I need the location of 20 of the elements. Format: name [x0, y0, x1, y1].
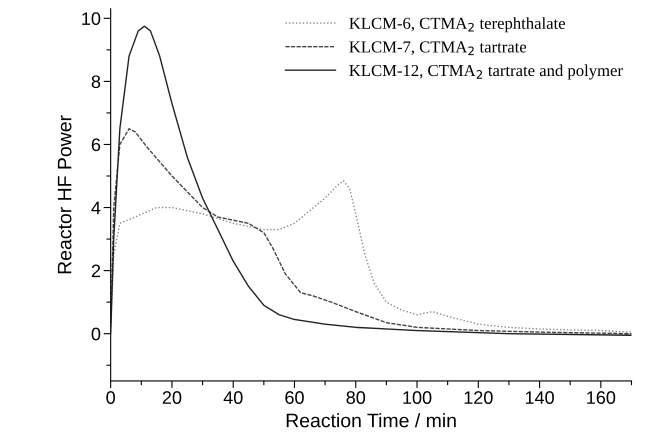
y-tick-label: 0	[92, 328, 100, 340]
x-axis-title: Reaction Time / min	[286, 413, 456, 428]
x-tick-label: 160	[587, 391, 616, 404]
x-tick-label: 100	[403, 391, 432, 404]
legend-label: KLCM-12, CTMA$_{2}$ tartrate and polymer	[349, 64, 623, 80]
x-tick-label: 120	[464, 391, 493, 404]
y-tick-label: 2	[92, 264, 100, 278]
x-tick-label: 40	[224, 391, 243, 404]
legend-label: KLCM-7, CTMA$_{2}$ tartrate	[349, 41, 526, 56]
legend-label: KLCM-6, CTMA$_{2}$ terephthalate	[349, 17, 566, 32]
x-tick-label: 0	[106, 391, 115, 404]
x-tick-label: 60	[285, 391, 304, 404]
x-tick-label: 140	[526, 391, 554, 404]
y-axis-title: Reactor HF Power	[58, 115, 72, 274]
y-tick-label: 4	[91, 202, 100, 214]
y-tick-label: 8	[92, 75, 100, 88]
y-tick-label: 6	[92, 138, 100, 152]
x-tick-label: 80	[346, 391, 366, 404]
y-tick-label: 10	[82, 12, 100, 26]
x-tick-label: 20	[162, 391, 182, 404]
